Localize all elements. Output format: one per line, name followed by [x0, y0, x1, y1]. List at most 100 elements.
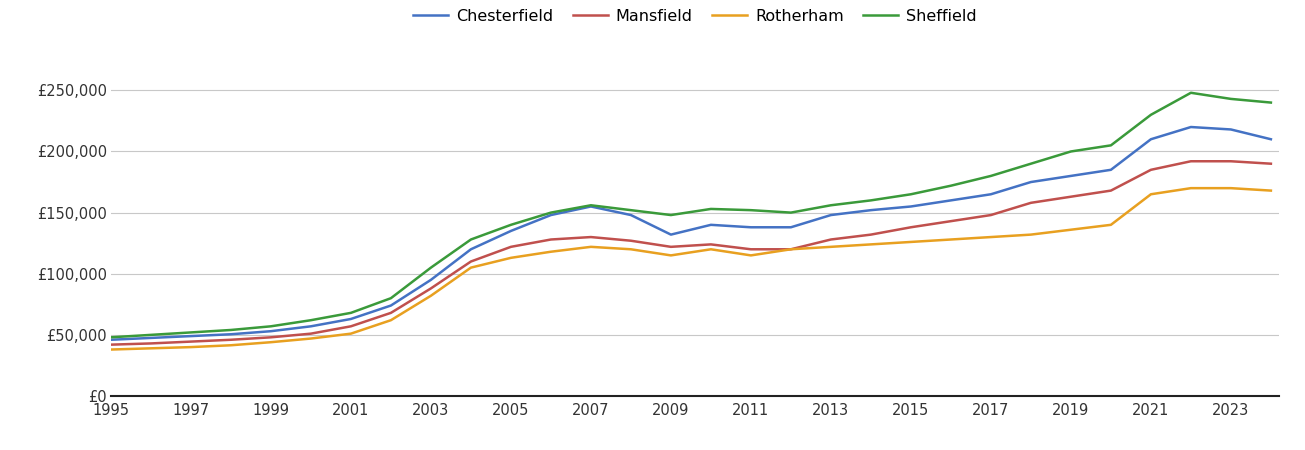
- Rotherham: [423, 293, 438, 298]
- Rotherham: [384, 318, 399, 323]
- Mansfield: [504, 244, 519, 250]
- Rotherham: [103, 347, 119, 352]
- Chesterfield: [1263, 136, 1279, 142]
- Sheffield: [264, 324, 279, 329]
- Chesterfield: [1143, 136, 1159, 142]
- Chesterfield: [583, 204, 599, 209]
- Sheffield: [1184, 90, 1199, 95]
- Line: Mansfield: Mansfield: [111, 161, 1271, 345]
- Mansfield: [944, 218, 959, 224]
- Rotherham: [1184, 185, 1199, 191]
- Rotherham: [1064, 227, 1079, 232]
- Rotherham: [343, 331, 359, 336]
- Chesterfield: [1184, 124, 1199, 130]
- Rotherham: [1143, 192, 1159, 197]
- Chesterfield: [703, 222, 719, 228]
- Mansfield: [103, 342, 119, 347]
- Rotherham: [863, 242, 878, 247]
- Rotherham: [743, 253, 758, 258]
- Line: Chesterfield: Chesterfield: [111, 127, 1271, 340]
- Line: Sheffield: Sheffield: [111, 93, 1271, 338]
- Mansfield: [423, 286, 438, 291]
- Mansfield: [703, 242, 719, 247]
- Chesterfield: [743, 225, 758, 230]
- Mansfield: [783, 247, 799, 252]
- Chesterfield: [1223, 127, 1238, 132]
- Mansfield: [1143, 167, 1159, 172]
- Rotherham: [1263, 188, 1279, 194]
- Sheffield: [1223, 96, 1238, 102]
- Rotherham: [1103, 222, 1118, 228]
- Rotherham: [663, 253, 679, 258]
- Rotherham: [903, 239, 919, 245]
- Chesterfield: [783, 225, 799, 230]
- Mansfield: [1184, 158, 1199, 164]
- Sheffield: [663, 212, 679, 218]
- Sheffield: [463, 237, 479, 242]
- Mansfield: [622, 238, 638, 243]
- Sheffield: [783, 210, 799, 215]
- Chesterfield: [423, 277, 438, 283]
- Mansfield: [144, 341, 159, 346]
- Chesterfield: [663, 232, 679, 237]
- Chesterfield: [144, 335, 159, 341]
- Sheffield: [983, 173, 998, 179]
- Sheffield: [1064, 149, 1079, 154]
- Chesterfield: [463, 247, 479, 252]
- Mansfield: [983, 212, 998, 218]
- Sheffield: [1103, 143, 1118, 148]
- Legend: Chesterfield, Mansfield, Rotherham, Sheffield: Chesterfield, Mansfield, Rotherham, Shef…: [414, 9, 976, 24]
- Sheffield: [622, 207, 638, 213]
- Chesterfield: [863, 207, 878, 213]
- Rotherham: [823, 244, 839, 250]
- Sheffield: [1023, 161, 1039, 166]
- Chesterfield: [103, 337, 119, 342]
- Sheffield: [543, 210, 559, 215]
- Sheffield: [1143, 112, 1159, 117]
- Sheffield: [183, 330, 198, 335]
- Mansfield: [303, 331, 318, 336]
- Sheffield: [384, 296, 399, 301]
- Sheffield: [944, 183, 959, 189]
- Rotherham: [983, 234, 998, 240]
- Rotherham: [303, 336, 318, 341]
- Sheffield: [423, 265, 438, 270]
- Chesterfield: [303, 324, 318, 329]
- Sheffield: [903, 192, 919, 197]
- Chesterfield: [264, 328, 279, 334]
- Sheffield: [583, 202, 599, 208]
- Chesterfield: [384, 303, 399, 308]
- Mansfield: [663, 244, 679, 250]
- Rotherham: [183, 344, 198, 350]
- Rotherham: [583, 244, 599, 250]
- Mansfield: [583, 234, 599, 240]
- Mansfield: [343, 324, 359, 329]
- Rotherham: [264, 339, 279, 345]
- Mansfield: [903, 225, 919, 230]
- Mansfield: [384, 310, 399, 315]
- Rotherham: [463, 265, 479, 270]
- Chesterfield: [944, 198, 959, 203]
- Rotherham: [703, 247, 719, 252]
- Chesterfield: [1023, 180, 1039, 185]
- Chesterfield: [983, 192, 998, 197]
- Chesterfield: [183, 333, 198, 339]
- Chesterfield: [343, 316, 359, 322]
- Sheffield: [343, 310, 359, 315]
- Sheffield: [743, 207, 758, 213]
- Mansfield: [543, 237, 559, 242]
- Sheffield: [703, 206, 719, 211]
- Sheffield: [103, 335, 119, 340]
- Rotherham: [1023, 232, 1039, 237]
- Mansfield: [463, 259, 479, 264]
- Rotherham: [504, 255, 519, 261]
- Rotherham: [783, 247, 799, 252]
- Chesterfield: [504, 228, 519, 234]
- Sheffield: [1263, 100, 1279, 105]
- Rotherham: [223, 342, 239, 348]
- Chesterfield: [622, 212, 638, 218]
- Sheffield: [144, 332, 159, 338]
- Sheffield: [823, 202, 839, 208]
- Mansfield: [1223, 158, 1238, 164]
- Line: Rotherham: Rotherham: [111, 188, 1271, 350]
